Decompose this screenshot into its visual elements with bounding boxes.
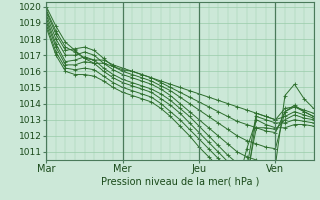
X-axis label: Pression niveau de la mer( hPa ): Pression niveau de la mer( hPa )	[101, 177, 259, 187]
